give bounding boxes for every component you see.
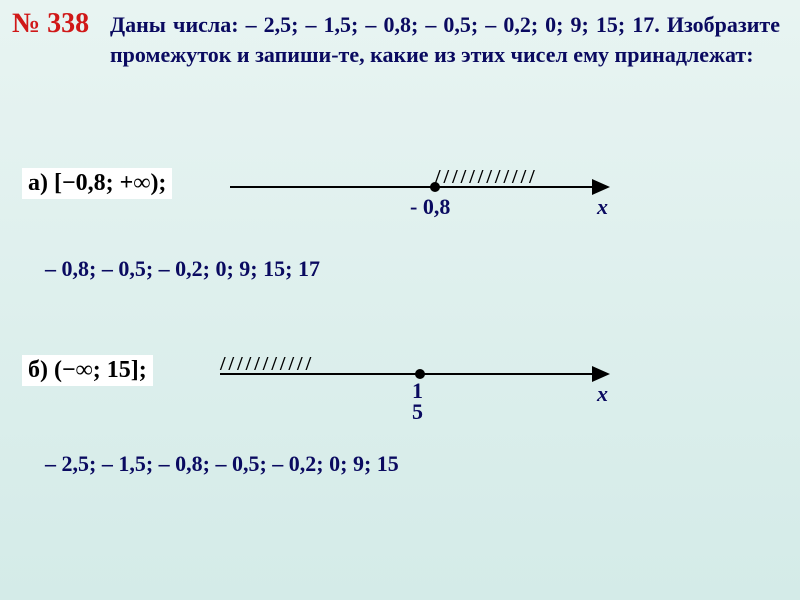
point-label-b: 1 5	[412, 381, 423, 423]
problem-number: № 338	[12, 8, 89, 40]
answer-a: – 0,8; – 0,5; – 0,2; 0; 9; 15; 17	[45, 255, 525, 284]
x-axis-label-a: х	[597, 194, 608, 220]
x-axis-label-b: х	[597, 381, 608, 407]
axis-line-a	[230, 186, 595, 188]
part-b-interval: б) (−∞; 15];	[22, 355, 153, 386]
axis-line-b	[220, 373, 595, 375]
point-marker-a	[430, 182, 440, 192]
pl-b2: 5	[412, 399, 423, 424]
arrow-icon	[592, 366, 610, 382]
problem-statement: Даны числа: – 2,5; – 1,5; – 0,8; – 0,5; …	[110, 10, 780, 69]
answer-b: – 2,5; – 1,5; – 0,8; – 0,5; – 0,2; 0; 9;…	[45, 450, 595, 479]
part-a-interval: а) [−0,8; +∞);	[22, 168, 172, 199]
arrow-icon	[592, 179, 610, 195]
point-label-a: - 0,8	[410, 194, 450, 220]
